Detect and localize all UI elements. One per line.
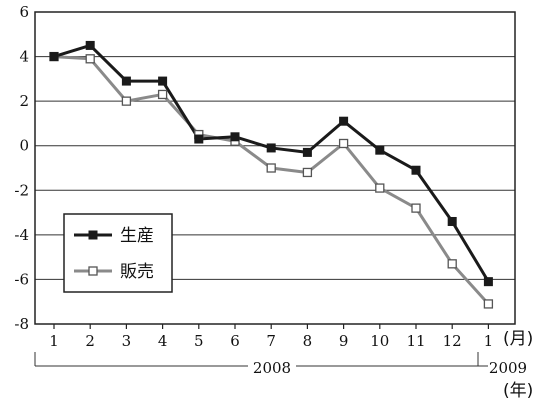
- y-tick-label: -8: [14, 315, 29, 333]
- sales-marker: [121, 96, 132, 106]
- y-tick-label: -6: [14, 270, 29, 288]
- series-markers: [49, 40, 494, 309]
- sales-marker: [302, 167, 313, 178]
- x-tick-label: 6: [230, 332, 240, 350]
- x-tick-label: 3: [122, 332, 132, 350]
- year-label-2008: 2008: [253, 359, 291, 377]
- x-tick-label: 1: [484, 332, 494, 350]
- y-tick-label: 0: [19, 137, 29, 155]
- sales-marker: [483, 299, 494, 309]
- production-marker: [85, 40, 95, 50]
- sales-marker: [338, 138, 349, 149]
- y-tick-label: -4: [14, 226, 29, 244]
- y-tick-label: 6: [19, 3, 29, 21]
- production-marker: [411, 165, 421, 175]
- legend-label-production: 生産: [120, 226, 154, 246]
- y-tick-label: 4: [19, 48, 29, 66]
- x-tick-label: 5: [194, 332, 204, 350]
- sales-marker: [85, 54, 95, 64]
- sales-marker: [157, 89, 168, 100]
- x-tick-label: 1: [49, 332, 59, 350]
- x-tick-label: 4: [158, 332, 168, 350]
- production-marker: [121, 76, 131, 86]
- production-marker: [266, 143, 276, 153]
- production-marker: [194, 134, 204, 144]
- year-label-2009: 2009: [489, 359, 527, 377]
- y-tick-label: 2: [19, 92, 29, 110]
- legend-marker-sales: [88, 266, 98, 276]
- year-unit-label: (年): [503, 381, 533, 401]
- production-marker: [447, 216, 457, 226]
- x-tick-label: 11: [406, 332, 425, 350]
- axes: [34, 11, 516, 367]
- production-marker: [375, 145, 385, 155]
- production-marker: [158, 76, 168, 86]
- legend-box: [63, 213, 173, 293]
- x-unit-label: (月): [503, 329, 533, 349]
- x-tick-label: 9: [339, 332, 349, 350]
- legend-marker-production: [88, 230, 98, 240]
- production-marker: [302, 147, 312, 157]
- legend: 生産 販売: [63, 213, 173, 293]
- legend-label-sales: 販売: [120, 262, 154, 282]
- production-marker: [483, 277, 493, 287]
- sales-marker: [411, 203, 421, 213]
- y-tick-label: -2: [14, 181, 29, 199]
- production-marker: [339, 116, 349, 126]
- production-marker: [230, 132, 240, 142]
- sales-marker: [266, 163, 276, 173]
- x-tick-label: 2: [85, 332, 95, 350]
- plot-frame: [34, 11, 516, 325]
- sales-marker: [375, 183, 385, 193]
- sales-marker: [447, 259, 457, 269]
- production-marker: [49, 52, 59, 62]
- x-tick-label: 12: [443, 332, 462, 350]
- x-tick-label: 7: [266, 332, 276, 350]
- x-tick-label: 8: [303, 332, 313, 350]
- x-tick-label: 10: [370, 332, 389, 350]
